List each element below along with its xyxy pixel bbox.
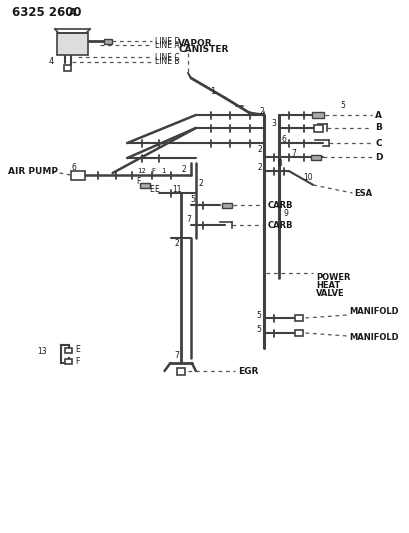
Bar	[65, 348, 72, 352]
Bar	[312, 112, 323, 118]
Text: 5: 5	[340, 101, 345, 110]
Text: E: E	[75, 344, 80, 353]
Text: F: F	[136, 176, 140, 185]
Text: CARB: CARB	[267, 221, 292, 230]
Text: VALVE: VALVE	[315, 288, 344, 297]
Text: CANISTER: CANISTER	[178, 45, 228, 54]
Bar	[294, 315, 302, 321]
Text: F: F	[75, 357, 80, 366]
Text: POWER: POWER	[315, 272, 350, 281]
Text: CARB: CARB	[267, 200, 292, 209]
Text: 11: 11	[172, 184, 181, 193]
Bar	[65, 359, 72, 364]
Text: 4: 4	[49, 56, 54, 66]
Text: ESA: ESA	[354, 189, 372, 198]
Text: F: F	[151, 168, 155, 174]
Text: 2: 2	[198, 179, 203, 188]
Text: 5: 5	[189, 195, 194, 204]
Text: E: E	[148, 184, 153, 193]
Text: 12: 12	[137, 168, 146, 174]
Text: LINE B: LINE B	[154, 58, 179, 67]
Text: 2: 2	[181, 166, 185, 174]
Text: 1: 1	[210, 86, 215, 95]
Text: 6325 2600: 6325 2600	[12, 6, 81, 20]
Text: B: B	[374, 124, 381, 133]
Text: VAPOR: VAPOR	[178, 38, 212, 47]
Bar	[140, 182, 149, 188]
Bar	[57, 33, 88, 55]
Text: 9: 9	[283, 208, 288, 217]
Text: 5: 5	[256, 311, 261, 319]
Text: 6: 6	[71, 163, 76, 172]
Text: 13: 13	[37, 348, 47, 357]
Text: A: A	[68, 8, 76, 18]
Bar	[294, 330, 302, 336]
Text: E: E	[154, 184, 159, 193]
Text: 7: 7	[291, 149, 296, 157]
Text: 5: 5	[256, 326, 261, 335]
Bar	[103, 38, 111, 44]
Text: 7: 7	[174, 351, 179, 360]
Text: 8: 8	[276, 158, 281, 167]
Text: C: C	[374, 139, 381, 148]
Bar	[177, 367, 184, 375]
Text: 2: 2	[257, 146, 262, 155]
Bar	[71, 171, 85, 180]
Text: 6: 6	[281, 134, 286, 143]
Text: LINE D: LINE D	[154, 36, 180, 45]
Text: 2: 2	[257, 163, 262, 172]
Text: A: A	[374, 110, 381, 119]
Text: LINE A: LINE A	[154, 41, 179, 50]
Bar	[63, 65, 71, 71]
Text: MANIFOLD: MANIFOLD	[349, 308, 398, 317]
Text: 2: 2	[174, 239, 179, 248]
Text: 10: 10	[303, 174, 312, 182]
Text: EGR: EGR	[237, 367, 258, 376]
Bar	[222, 203, 231, 207]
Text: LINE C: LINE C	[154, 52, 179, 61]
Text: HEAT: HEAT	[315, 280, 340, 289]
Bar	[313, 125, 322, 132]
Text: 7: 7	[186, 214, 191, 223]
Bar	[310, 155, 320, 159]
Text: 3: 3	[271, 119, 275, 128]
Text: MANIFOLD: MANIFOLD	[349, 334, 398, 343]
Text: AIR PUMP: AIR PUMP	[8, 166, 58, 175]
Text: D: D	[374, 152, 382, 161]
Text: 2: 2	[259, 107, 263, 116]
Text: 1: 1	[161, 168, 166, 174]
